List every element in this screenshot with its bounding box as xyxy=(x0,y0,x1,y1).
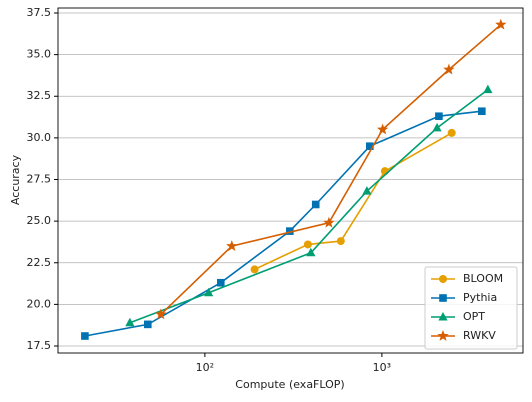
marker xyxy=(250,265,259,274)
series-line xyxy=(129,88,489,324)
marker xyxy=(366,142,374,150)
y-tick-label: 17.5 xyxy=(27,339,52,352)
y-tick-label: 37.5 xyxy=(27,6,52,19)
marker xyxy=(226,240,238,251)
marker xyxy=(144,320,152,329)
marker xyxy=(437,330,449,341)
marker xyxy=(204,287,214,297)
marker xyxy=(439,294,447,302)
marker xyxy=(447,128,456,137)
legend-box xyxy=(424,266,518,350)
x-tick-label: 10³ xyxy=(373,361,391,374)
marker xyxy=(286,227,294,235)
marker xyxy=(306,247,316,257)
marker xyxy=(303,240,312,249)
series-line xyxy=(84,110,482,337)
legend: BLOOM Pythia OPT RWKV xyxy=(424,266,518,350)
series-line xyxy=(160,24,502,315)
marker xyxy=(443,63,455,75)
marker xyxy=(323,216,335,228)
legend-label: BLOOM xyxy=(463,272,503,285)
marker xyxy=(125,317,135,327)
legend-label: Pythia xyxy=(463,291,497,304)
marker xyxy=(362,186,372,195)
y-tick-label: 30.0 xyxy=(27,131,52,144)
marker xyxy=(435,112,443,121)
legend-label: RWKV xyxy=(463,329,496,342)
marker xyxy=(432,122,442,132)
marker xyxy=(216,278,225,287)
x-tick-label: 10² xyxy=(196,361,214,374)
marker xyxy=(439,275,447,283)
y-tick-label: 22.5 xyxy=(27,256,52,269)
y-tick-label: 25.0 xyxy=(27,214,52,227)
marker xyxy=(376,123,389,135)
y-tick-label: 32.5 xyxy=(27,89,52,102)
series-line xyxy=(254,132,453,271)
y-tick-label: 20.0 xyxy=(27,297,52,310)
marker xyxy=(438,312,448,321)
plot-frame xyxy=(57,7,524,354)
legend-label: OPT xyxy=(463,310,485,323)
marker xyxy=(483,84,493,94)
marker xyxy=(478,107,486,116)
marker xyxy=(155,308,167,320)
marker xyxy=(336,237,345,246)
x-axis-label: Compute (exaFLOP) xyxy=(235,378,344,391)
y-axis-label: Accuracy xyxy=(9,154,22,205)
marker xyxy=(81,332,89,340)
y-tick-label: 27.5 xyxy=(27,173,52,186)
marker xyxy=(495,18,507,30)
marker xyxy=(311,200,320,209)
y-tick-label: 35.0 xyxy=(27,48,52,61)
